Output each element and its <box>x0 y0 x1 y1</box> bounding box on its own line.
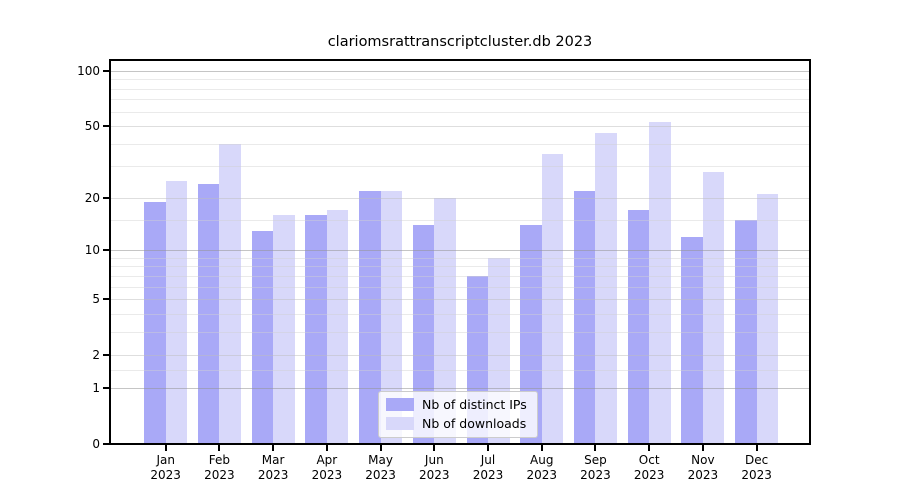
x-axis-tick-label: Jun 2023 <box>419 453 450 482</box>
legend-row-distinct-ips: Nb of distinct IPs <box>386 397 527 412</box>
x-axis-tick <box>272 445 275 451</box>
y-axis-tick <box>103 386 109 389</box>
top-spine <box>109 59 811 61</box>
mid-gridline <box>111 197 809 199</box>
legend-swatch-downloads <box>386 417 414 430</box>
x-axis-tick <box>755 445 758 451</box>
x-axis-tick-label: Aug 2023 <box>526 453 557 482</box>
x-axis-tick-label: Nov 2023 <box>687 453 719 482</box>
bar-distinct-ips-jun <box>412 225 435 444</box>
bar-downloads-dec <box>756 194 779 444</box>
bar-distinct-ips-nov <box>681 236 703 444</box>
y-axis-tick <box>103 196 109 199</box>
bar-downloads-aug <box>541 154 564 444</box>
bar-downloads-apr <box>326 210 349 444</box>
bar-downloads-nov <box>702 171 725 444</box>
x-axis-tick <box>379 445 382 451</box>
y-axis-tick-label: 1 <box>92 380 100 395</box>
minor-gridline <box>111 79 809 81</box>
bar-distinct-ips-oct <box>627 210 650 444</box>
minor-gridline <box>111 286 809 288</box>
x-axis-tick <box>325 445 328 451</box>
legend-row-downloads: Nb of downloads <box>386 416 527 431</box>
x-axis-tick <box>218 445 221 451</box>
minor-gridline <box>111 111 809 113</box>
legend: Nb of distinct IPs Nb of downloads <box>378 391 538 438</box>
y-axis-tick-label: 5 <box>92 292 100 307</box>
y-axis-tick-label: 50 <box>84 119 100 134</box>
minor-gridline <box>111 257 809 259</box>
minor-gridline <box>111 369 809 371</box>
bar-downloads-feb <box>219 143 241 444</box>
mid-gridline <box>111 355 809 357</box>
y-axis-tick-label: 0 <box>92 437 100 451</box>
y-axis-tick <box>103 70 109 72</box>
minor-gridline <box>111 166 809 168</box>
legend-label-downloads: Nb of downloads <box>422 416 527 431</box>
x-axis-tick-label: Apr 2023 <box>311 453 343 482</box>
bar-downloads-mar <box>273 215 295 444</box>
legend-swatch-distinct-ips <box>386 398 414 411</box>
mid-gridline <box>111 299 809 301</box>
x-axis-tick-label: Mar 2023 <box>257 453 289 482</box>
y-axis-tick <box>103 249 109 252</box>
y-axis-tick-label: 2 <box>92 348 100 363</box>
legend-label-distinct-ips: Nb of distinct IPs <box>422 397 527 412</box>
minor-gridline <box>111 313 809 315</box>
bar-distinct-ips-dec <box>735 219 757 444</box>
bar-downloads-oct <box>649 121 671 444</box>
y-axis-tick <box>103 443 109 445</box>
x-axis-tick <box>433 445 436 451</box>
x-axis-tick-label: Feb 2023 <box>204 453 235 482</box>
x-axis-tick-label: Dec 2023 <box>741 453 772 482</box>
x-axis-tick-label: Oct 2023 <box>633 453 665 482</box>
bar-distinct-ips-mar <box>251 230 274 444</box>
minor-gridline <box>111 88 809 90</box>
x-axis-tick <box>540 445 543 451</box>
x-axis-tick-label: Jul 2023 <box>472 453 504 482</box>
chart-title: clariomsrattranscriptcluster.db 2023 <box>327 34 593 50</box>
bottom-spine <box>109 443 811 445</box>
y-axis-tick-label: 10 <box>84 243 100 258</box>
minor-gridline <box>111 275 809 277</box>
x-axis-tick <box>594 445 597 451</box>
bar-distinct-ips-feb <box>197 183 220 444</box>
minor-gridline <box>111 99 809 101</box>
y-axis-tick-label: 100 <box>77 64 100 78</box>
bar-downloads-sep <box>595 132 617 444</box>
bar-distinct-ips-apr <box>305 215 327 444</box>
left-spine <box>109 59 111 445</box>
x-axis-tick-label: May 2023 <box>365 453 396 482</box>
minor-gridline <box>111 331 809 333</box>
major-gridline <box>111 71 809 72</box>
minor-gridline <box>111 219 809 221</box>
bar-downloads-may <box>380 190 403 444</box>
mid-gridline <box>111 126 809 128</box>
bar-distinct-ips-sep <box>573 190 596 444</box>
y-axis-tick <box>103 125 109 128</box>
x-axis-tick <box>648 445 651 451</box>
major-gridline <box>111 250 809 252</box>
bar-distinct-ips-aug <box>520 225 542 444</box>
y-axis-tick-label: 20 <box>84 190 100 205</box>
y-axis-tick <box>103 354 109 357</box>
minor-gridline <box>111 143 809 145</box>
x-axis-tick-label: Jan 2023 <box>150 453 181 482</box>
x-axis-tick <box>701 445 704 451</box>
x-axis-tick-label: Sep 2023 <box>580 453 611 482</box>
x-axis-tick <box>487 445 490 451</box>
bar-downloads-jun <box>434 197 456 444</box>
x-axis-tick <box>164 445 167 451</box>
y-axis-tick <box>103 298 109 301</box>
right-spine <box>809 59 811 445</box>
major-gridline <box>111 387 809 389</box>
bar-distinct-ips-jan <box>144 201 166 444</box>
bar-distinct-ips-may <box>359 190 381 444</box>
bar-downloads-jan <box>165 180 188 444</box>
minor-gridline <box>111 266 809 268</box>
